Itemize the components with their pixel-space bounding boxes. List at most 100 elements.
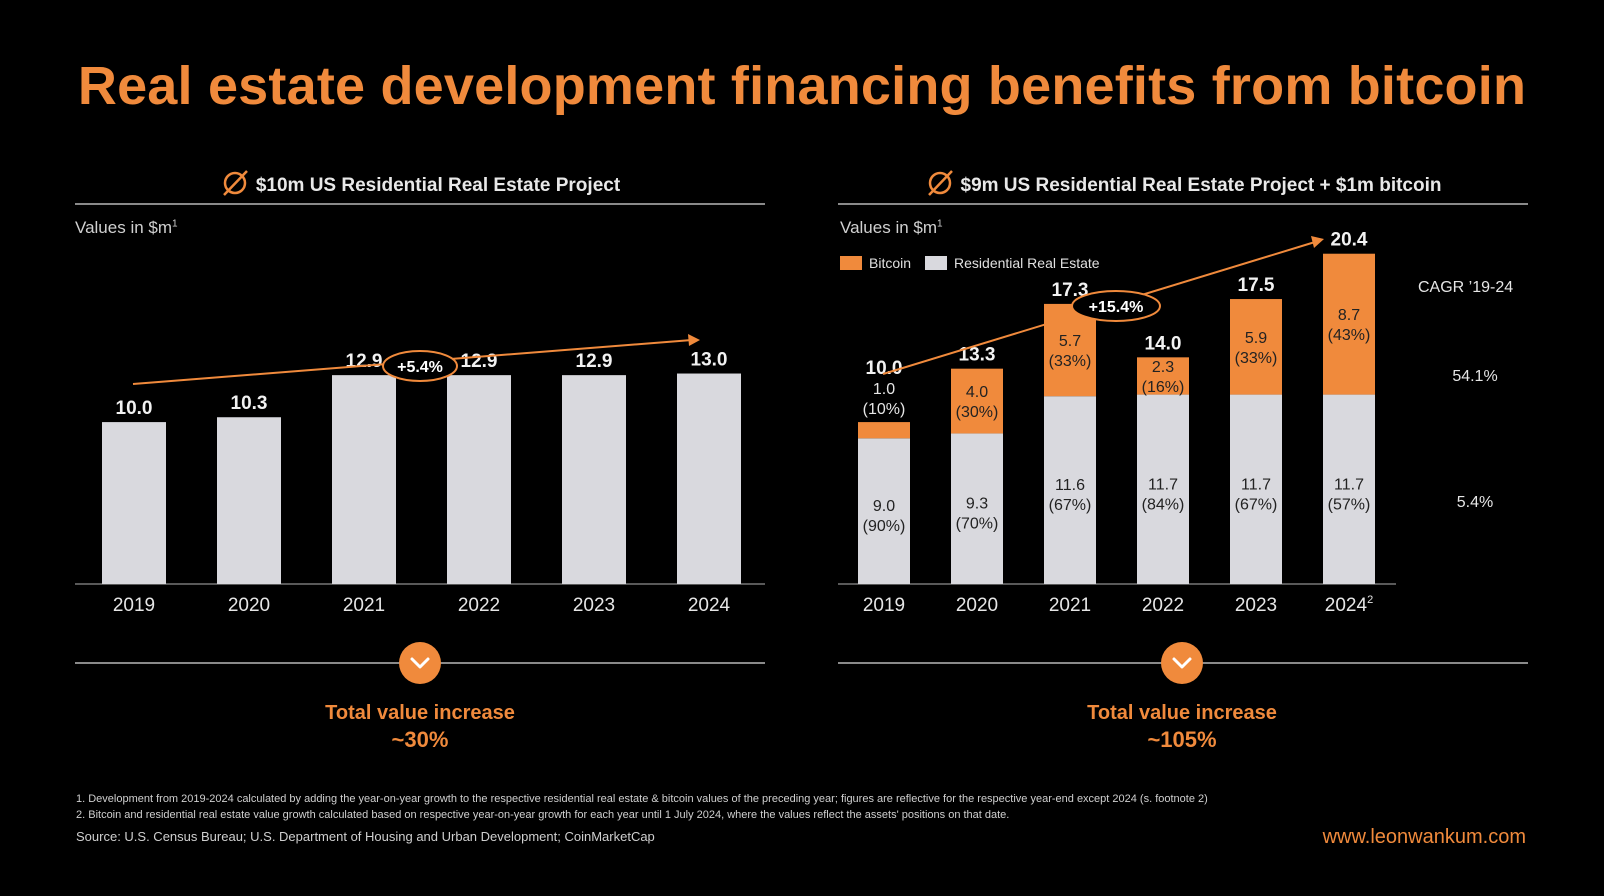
real-estate-value-label: 11.7: [1334, 476, 1364, 493]
left-total-increase: Total value increase ~30%: [220, 702, 620, 753]
legend-swatch-real-estate: [925, 256, 948, 270]
left-panel-heading: $10m US Residential Real Estate Project: [75, 170, 765, 196]
left-total-label: Total value increase: [325, 702, 515, 724]
bitcoin-share-label: (30%): [956, 404, 999, 421]
x-tick-label: 2020: [228, 595, 270, 616]
right-values-label: Values in $m1: [840, 218, 943, 237]
right-stacked-bar-chart: 9.0 (90%) 1.0 (10%) 10.0 2019 9.3 (70%) 4.0 (30%)…: [838, 230, 1396, 616]
cagr-bitcoin: 54.1%: [1452, 368, 1498, 385]
page-title: Real estate development financing benefi…: [77, 56, 1527, 116]
x-tick-label: 2019: [113, 595, 155, 616]
x-tick-label: 2023: [573, 595, 615, 616]
bar-total-label: 20.4: [1331, 230, 1368, 251]
bar-value-label: 12.9: [461, 351, 498, 372]
x-tick-label: 2021: [1049, 595, 1091, 616]
bar-bitcoin-2020: [951, 368, 1003, 434]
bar-real-estate-2021: [1044, 396, 1096, 584]
bar-bitcoin-2022: [1137, 357, 1189, 395]
bar-real-estate-2020: [951, 433, 1003, 584]
real-estate-value-label: 11.6: [1055, 477, 1085, 494]
real-estate-value-label: 11.7: [1148, 476, 1178, 493]
left-chevron-badge: [399, 642, 441, 684]
bar-real-estate-2024: [1323, 394, 1375, 584]
growth-label: +5.4%: [397, 359, 443, 376]
x-tick-label: 2019: [863, 595, 905, 616]
diameter-icon: [927, 170, 953, 196]
bitcoin-value-label: 4.0: [966, 384, 988, 401]
real-estate-value-label: 9.3: [966, 496, 988, 513]
x-tick-label: 2020: [956, 595, 998, 616]
x-tick-label: 2022: [1142, 595, 1184, 616]
bitcoin-share-label: (33%): [1049, 353, 1092, 370]
bitcoin-share-label: (33%): [1235, 350, 1278, 367]
bar-real-estate-2019: [858, 438, 910, 584]
left-total-value: ~30%: [391, 727, 449, 752]
bar-2022: [447, 375, 511, 584]
bar-2019: [102, 422, 166, 584]
bar-bitcoin-2019: [858, 422, 910, 439]
bar-bitcoin-2023: [1230, 299, 1282, 395]
real-estate-share-label: (84%): [1142, 496, 1185, 513]
footnote-1: 1. Development from 2019-2024 calculated…: [76, 793, 1208, 805]
legend-item-bitcoin: Bitcoin: [840, 255, 911, 271]
diameter-icon: [222, 170, 248, 196]
left-heading-text: $10m US Residential Real Estate Project: [255, 175, 621, 196]
right-total-value: ~105%: [1147, 727, 1217, 752]
right-divider: [838, 203, 1528, 205]
bar-total-label: 14.0: [1145, 333, 1182, 354]
bar-value-label: 10.0: [116, 398, 153, 419]
right-total-label: Total value increase: [1087, 702, 1277, 724]
right-chevron-badge: [1161, 642, 1203, 684]
bar-2020: [217, 417, 281, 584]
cagr-real-estate: 5.4%: [1456, 494, 1494, 511]
left-values-label: Values in $m1: [75, 218, 178, 237]
bar-value-label: 12.9: [346, 351, 383, 372]
left-divider: [75, 203, 765, 205]
growth-arrow-head: [688, 334, 700, 346]
real-estate-share-label: (90%): [863, 518, 906, 535]
right-panel-heading: $9m US Residential Real Estate Project +…: [838, 170, 1528, 196]
x-tick-label: 2024: [688, 595, 731, 616]
x-tick-label: 20242: [1325, 594, 1373, 616]
growth-arrow-head: [1311, 236, 1324, 248]
cagr-title: CAGR ’19-24: [1418, 279, 1514, 296]
bar-total-label: 13.3: [959, 345, 996, 366]
bar-total-label: 10.0: [866, 358, 903, 379]
real-estate-share-label: (67%): [1235, 496, 1278, 513]
website-link[interactable]: www.leonwankum.com: [1322, 826, 1526, 848]
footnote-2: 2. Bitcoin and residential real estate v…: [76, 809, 1010, 821]
bitcoin-value-label: 1.0: [873, 381, 895, 398]
chevron-down-icon: [410, 657, 430, 669]
chevron-down-icon: [1172, 657, 1192, 669]
x-tick-label: 2021: [343, 595, 385, 616]
bar-2023: [562, 375, 626, 584]
x-tick-label: 2022: [458, 595, 500, 616]
bitcoin-value-label: 8.7: [1338, 307, 1360, 324]
growth-badge: [382, 350, 458, 382]
x-tick-label: 2023: [1235, 595, 1277, 616]
legend-swatch-bitcoin: [840, 256, 862, 270]
real-estate-share-label: (70%): [956, 516, 999, 533]
bar-bitcoin-2021: [1044, 303, 1096, 397]
right-heading-text: $9m US Residential Real Estate Project +…: [960, 175, 1442, 196]
real-estate-value-label: 11.7: [1241, 476, 1271, 493]
bar-2024: [677, 373, 741, 584]
bar-2021: [332, 375, 396, 584]
bitcoin-value-label: 2.3: [1152, 359, 1174, 376]
left-bar-chart: 10.0 2019 10.3 2020 12.9 2021 12.9 2022 12.9 2023…: [75, 334, 765, 616]
bitcoin-value-label: 5.9: [1245, 330, 1267, 347]
bar-bitcoin-2024: [1323, 253, 1375, 395]
right-total-increase: Total value increase ~105%: [982, 702, 1382, 753]
bar-value-label: 10.3: [231, 393, 268, 414]
bar-real-estate-2023: [1230, 394, 1282, 584]
growth-label: +15.4%: [1089, 299, 1144, 316]
real-estate-share-label: (67%): [1049, 497, 1092, 514]
legend-item-real-estate: Residential Real Estate: [925, 255, 1100, 271]
bitcoin-share-label: (10%): [863, 401, 906, 418]
real-estate-share-label: (57%): [1328, 496, 1371, 513]
bitcoin-value-label: 5.7: [1059, 333, 1081, 350]
bar-value-label: 13.0: [691, 350, 728, 371]
bar-real-estate-2022: [1137, 394, 1189, 584]
source-note: Source: U.S. Census Bureau; U.S. Departm…: [76, 829, 655, 844]
bitcoin-share-label: (43%): [1328, 327, 1371, 344]
